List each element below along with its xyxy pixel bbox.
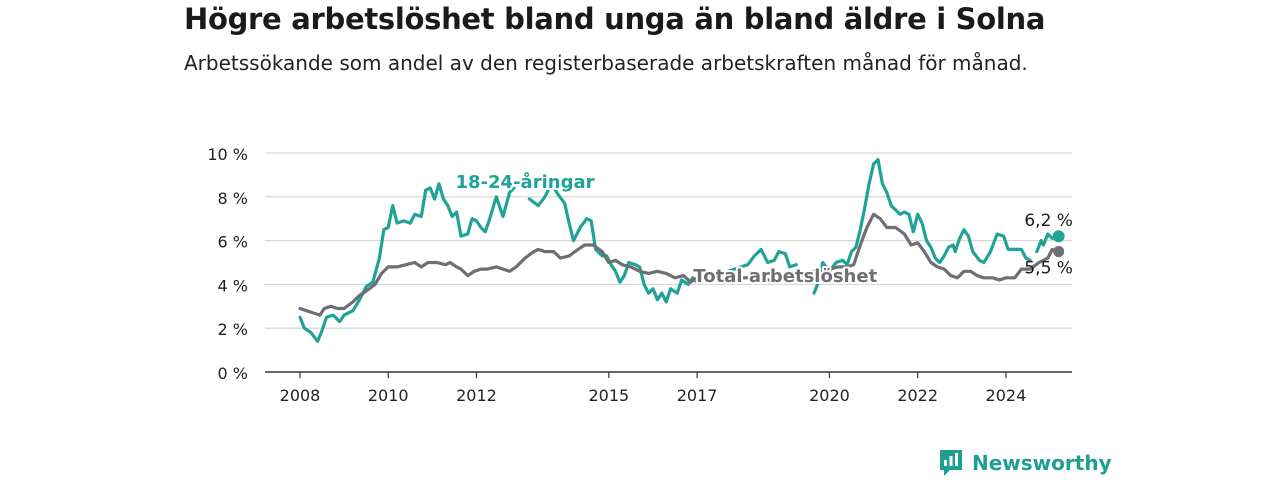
series-youth-line xyxy=(726,247,798,273)
x-tick-label: 2008 xyxy=(280,386,321,405)
y-tick-label: 0 % xyxy=(218,364,248,383)
series-youth-line xyxy=(812,158,1032,295)
total-end-dot xyxy=(1053,246,1065,258)
youth-end-dot xyxy=(1052,230,1065,243)
youth-end-label: 6,2 % xyxy=(1024,211,1073,231)
x-tick-label: 2012 xyxy=(456,386,497,405)
brand: Newsworthy xyxy=(938,448,1112,478)
x-tick-label: 2022 xyxy=(897,386,938,405)
total-end-label: 5,5 % xyxy=(1024,259,1073,279)
x-tick-label: 2017 xyxy=(677,386,718,405)
series-total-label: Total arbetslöshet xyxy=(693,266,877,287)
x-tick-label: 2020 xyxy=(809,386,850,405)
y-tick-label: 4 % xyxy=(218,276,248,295)
y-tick-label: 8 % xyxy=(218,189,248,208)
x-tick-label: 2010 xyxy=(368,386,409,405)
y-tick-label: 10 % xyxy=(207,145,248,164)
page-subtitle: Arbetssökande som andel av den registerb… xyxy=(184,51,1028,75)
y-tick-label: 2 % xyxy=(218,320,248,339)
series-youth-label: 18-24-åringar xyxy=(456,171,595,193)
x-tick-label: 2015 xyxy=(588,386,629,405)
y-tick-label: 6 % xyxy=(218,233,248,252)
page-title: Högre arbetslöshet bland unga än bland ä… xyxy=(184,2,1046,36)
x-tick-label: 2024 xyxy=(986,386,1027,405)
brand-name: Newsworthy xyxy=(972,451,1112,475)
series-youth-line xyxy=(527,182,704,304)
series-total-line xyxy=(298,212,1059,317)
newsworthy-logo-icon xyxy=(940,450,962,476)
series-youth-line xyxy=(298,182,516,343)
